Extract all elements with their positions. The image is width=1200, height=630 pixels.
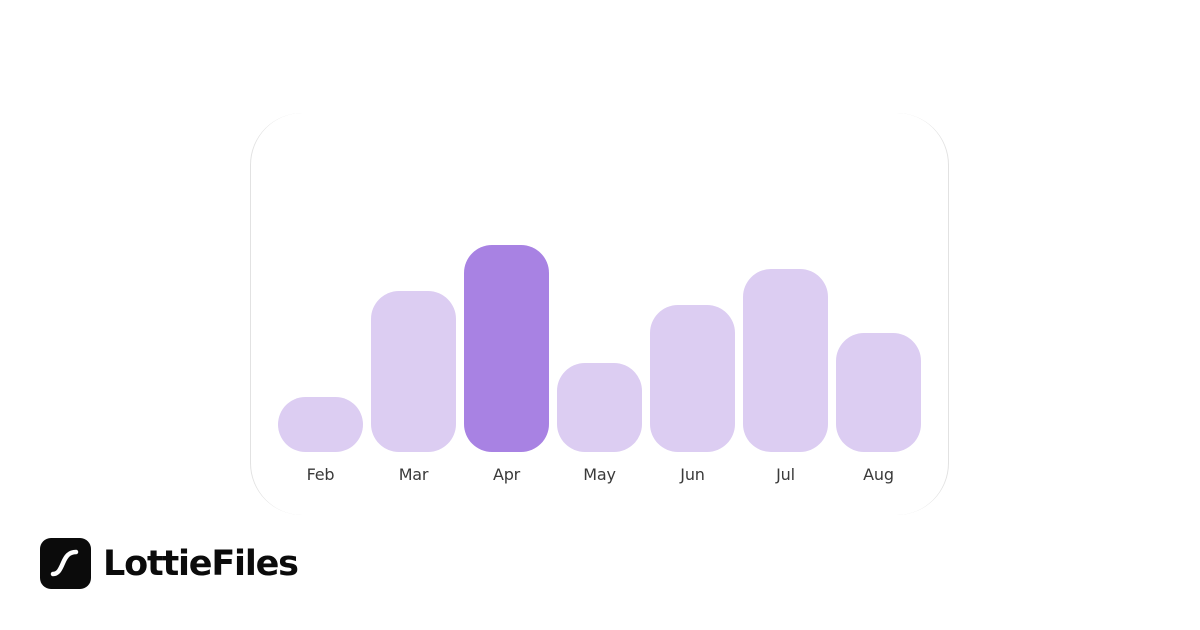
bar-feb	[278, 397, 363, 452]
bar-mar	[371, 291, 456, 452]
x-axis-label-jun: Jun	[680, 465, 705, 484]
x-axis-label-apr: Apr	[492, 465, 521, 484]
bar-jun	[650, 305, 735, 452]
bar-aug	[836, 333, 921, 452]
brand-name: LottieFiles	[103, 543, 299, 584]
x-axis-label-mar: Mar	[398, 465, 429, 484]
lottie-s-curve-icon	[40, 538, 91, 589]
bar-jul	[743, 269, 828, 452]
chart-card	[250, 113, 949, 515]
x-axis-label-may: May	[583, 465, 616, 484]
x-axis-label-feb: Feb	[306, 465, 335, 484]
x-axis-label-aug: Aug	[863, 465, 894, 484]
bar-may	[557, 363, 642, 452]
lottiefiles-logo: LottieFiles	[40, 538, 299, 589]
x-axis-label-jul: Jul	[776, 465, 795, 484]
bar-apr	[464, 245, 549, 452]
